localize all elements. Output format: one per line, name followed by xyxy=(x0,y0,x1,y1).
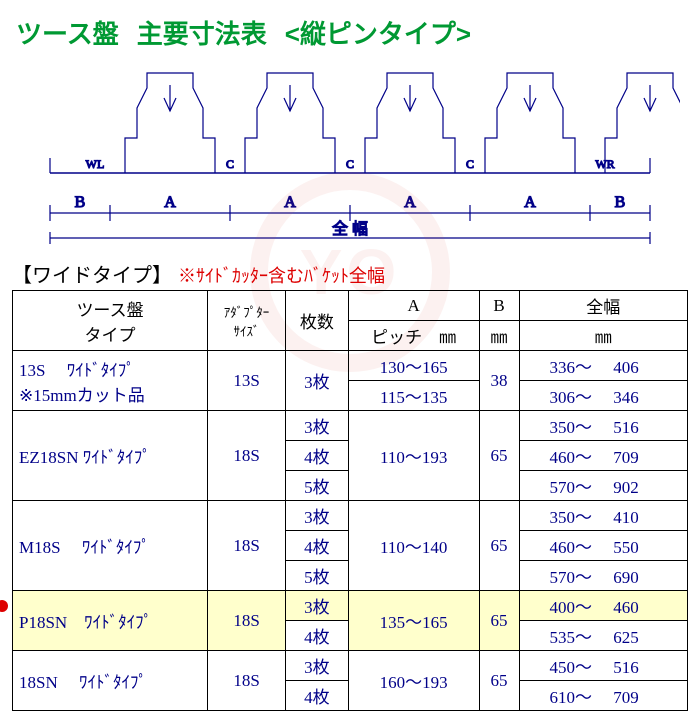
cell-fullwidth: 400～ 460 xyxy=(519,591,687,621)
hdr-adapter: ｱﾀﾞﾌﾟﾀｰｻｲｽﾞ xyxy=(208,291,286,351)
cell-sheets: 4枚 xyxy=(286,621,349,651)
hdr-fullwidth: 全幅 xyxy=(519,291,687,321)
svg-text:C: C xyxy=(346,157,354,171)
cell-sheets: 4枚 xyxy=(286,531,349,561)
svg-text:A: A xyxy=(164,194,176,211)
svg-text:C: C xyxy=(466,157,474,171)
cell-sheets: 5枚 xyxy=(286,471,349,501)
cell-sheets: 4枚 xyxy=(286,441,349,471)
table-row: EZ18SN ﾜｲﾄﾞﾀｲﾌﾟ18S3枚110～19365350～ 516 xyxy=(13,411,688,441)
hdr-b: B xyxy=(479,291,519,321)
title-a: ツース盤 xyxy=(16,14,119,51)
cell-fullwidth: 306～ 346 xyxy=(519,381,687,411)
cell-sheets: 3枚 xyxy=(286,411,349,441)
note-sidecutter: ※ｻｲﾄﾞｶｯﾀｰ含むﾊﾞｹｯﾄ全幅 xyxy=(178,262,385,288)
hdr-sheets: 枚数 xyxy=(286,291,349,351)
cell-b: 65 xyxy=(479,591,519,651)
svg-text:WR: WR xyxy=(595,157,614,171)
cell-adapter: 18S xyxy=(208,411,286,501)
title-c: <縦ピンタイプ> xyxy=(285,14,471,51)
cell-fullwidth: 350～ 410 xyxy=(519,501,687,531)
cell-sheets: 4枚 xyxy=(286,681,349,711)
svg-text:A: A xyxy=(404,194,416,211)
cell-sheets: 3枚 xyxy=(286,501,349,531)
table-row: 13S ﾜｲﾄﾞﾀｲﾌﾟ※15mmカット品13S3枚130～16538336～ … xyxy=(13,351,688,381)
cell-b: 65 xyxy=(479,501,519,591)
cell-b: 65 xyxy=(479,651,519,711)
cell-pitch: 110～140 xyxy=(348,501,479,591)
cell-fullwidth: 336～ 406 xyxy=(519,351,687,381)
cell-type: EZ18SN ﾜｲﾄﾞﾀｲﾌﾟ xyxy=(13,411,208,501)
table-row: M18S ﾜｲﾄﾞﾀｲﾌﾟ18S3枚110～14065350～ 410 xyxy=(13,501,688,531)
hdr-type: ツース盤タイプ xyxy=(13,291,208,351)
svg-text:A: A xyxy=(284,194,296,211)
cell-sheets: 3枚 xyxy=(286,591,349,621)
cell-pitch: 135～165 xyxy=(348,591,479,651)
svg-text:全 幅: 全 幅 xyxy=(332,220,368,238)
cell-adapter: 18S xyxy=(208,591,286,651)
cell-pitch: 115～135 xyxy=(348,381,479,411)
cell-b: 65 xyxy=(479,411,519,501)
dimension-table: ツース盤タイプ ｱﾀﾞﾌﾟﾀｰｻｲｽﾞ 枚数 A B 全幅 ピッチ ㎜ ㎜ ㎜ … xyxy=(12,290,688,711)
cell-type: 13S ﾜｲﾄﾞﾀｲﾌﾟ※15mmカット品 xyxy=(13,351,208,411)
cell-fullwidth: 350～ 516 xyxy=(519,411,687,441)
cell-type: M18S ﾜｲﾄﾞﾀｲﾌﾟ xyxy=(13,501,208,591)
hdr-b-mm: ㎜ xyxy=(479,321,519,351)
cell-b: 38 xyxy=(479,351,519,411)
cell-fullwidth: 570～ 690 xyxy=(519,561,687,591)
cell-fullwidth: 570～ 902 xyxy=(519,471,687,501)
cell-type: 18SN ﾜｲﾄﾞﾀｲﾌﾟ xyxy=(13,651,208,711)
tooth-plate-diagram: B A A A A B WL C C C WR 全 幅 xyxy=(20,63,680,253)
cell-fullwidth: 460～ 550 xyxy=(519,531,687,561)
subheading-widetype: 【ワイドタイプ】 xyxy=(12,259,172,288)
dimension-table-wrap: 【ワイドタイプ】 ※ｻｲﾄﾞｶｯﾀｰ含むﾊﾞｹｯﾄ全幅 ツース盤タイプ ｱﾀﾞﾌ… xyxy=(0,259,700,711)
cell-sheets: 3枚 xyxy=(286,351,349,411)
highlight-marker-icon xyxy=(0,600,8,612)
title-b: 主要寸法表 xyxy=(137,14,267,51)
cell-type: P18SN ﾜｲﾄﾞﾀｲﾌﾟ xyxy=(13,591,208,651)
cell-adapter: 18S xyxy=(208,501,286,591)
svg-text:A: A xyxy=(524,194,536,211)
svg-text:B: B xyxy=(615,194,626,211)
cell-sheets: 3枚 xyxy=(286,651,349,681)
cell-fullwidth: 535～ 625 xyxy=(519,621,687,651)
cell-fullwidth: 450～ 516 xyxy=(519,651,687,681)
hdr-fullwidth-mm: ㎜ xyxy=(519,321,687,351)
hdr-pitch-a: A xyxy=(348,291,479,321)
cell-fullwidth: 610～ 709 xyxy=(519,681,687,711)
cell-sheets: 5枚 xyxy=(286,561,349,591)
cell-pitch: 110～193 xyxy=(348,411,479,501)
svg-text:WL: WL xyxy=(86,157,105,171)
table-row: P18SN ﾜｲﾄﾞﾀｲﾌﾟ18S3枚135～16565400～ 460 xyxy=(13,591,688,621)
hdr-pitch-mm: ピッチ ㎜ xyxy=(348,321,479,351)
svg-text:B: B xyxy=(75,194,86,211)
cell-adapter: 18S xyxy=(208,651,286,711)
page-title-row: ツース盤 主要寸法表 <縦ピンタイプ> xyxy=(0,0,700,57)
svg-text:C: C xyxy=(226,157,234,171)
cell-adapter: 13S xyxy=(208,351,286,411)
cell-pitch: 130～165 xyxy=(348,351,479,381)
cell-pitch: 160～193 xyxy=(348,651,479,711)
cell-fullwidth: 460～ 709 xyxy=(519,441,687,471)
table-row: 18SN ﾜｲﾄﾞﾀｲﾌﾟ18S3枚160～19365450～ 516 xyxy=(13,651,688,681)
